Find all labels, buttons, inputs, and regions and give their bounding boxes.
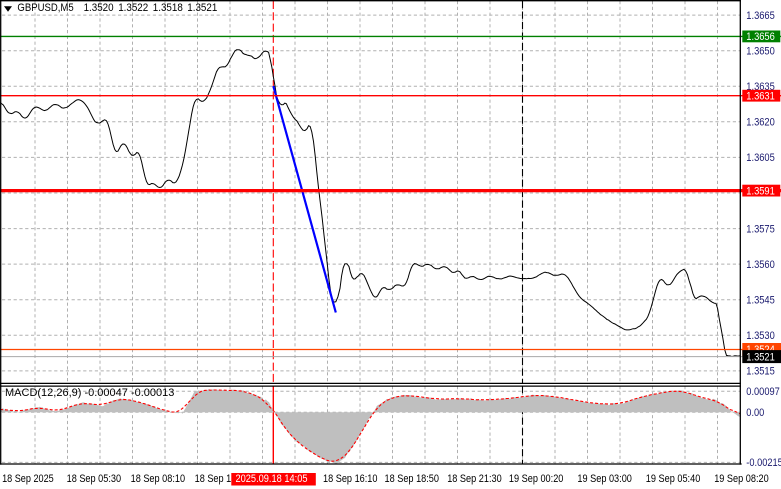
svg-text:1.3518: 1.3518 — [153, 2, 183, 14]
svg-text:18 Sep 2025: 18 Sep 2025 — [2, 473, 54, 485]
svg-text:1.3665: 1.3665 — [746, 10, 775, 22]
svg-text:1.3530: 1.3530 — [746, 330, 775, 342]
svg-text:1.3620: 1.3620 — [746, 117, 775, 129]
svg-text:19 Sep 05:40: 19 Sep 05:40 — [646, 473, 701, 485]
svg-text:1.3605: 1.3605 — [746, 152, 775, 164]
svg-text:18 Sep 16:10: 18 Sep 16:10 — [323, 473, 378, 485]
svg-text:19 Sep 03:00: 19 Sep 03:00 — [577, 473, 632, 485]
svg-text:18 Sep 08:10: 18 Sep 08:10 — [131, 473, 186, 485]
svg-text:19 Sep 08:20: 19 Sep 08:20 — [714, 473, 769, 485]
svg-text:MACD(12,26,9) -0.00047 -0.0001: MACD(12,26,9) -0.00047 -0.00013 — [5, 387, 174, 399]
svg-text:1.3520: 1.3520 — [84, 2, 114, 14]
svg-text:1.3522: 1.3522 — [118, 2, 148, 14]
svg-text:18 Sep 18:50: 18 Sep 18:50 — [385, 473, 440, 485]
svg-text:0.00: 0.00 — [746, 407, 764, 419]
svg-text:1.3591: 1.3591 — [746, 185, 775, 197]
svg-text:1.3521: 1.3521 — [746, 351, 775, 363]
svg-text:2025.09.18 14:05: 2025.09.18 14:05 — [236, 473, 308, 485]
svg-text:18 Sep 05:30: 18 Sep 05:30 — [67, 473, 122, 485]
svg-text:0.00097: 0.00097 — [746, 386, 780, 398]
svg-text:1.3631: 1.3631 — [746, 90, 775, 102]
svg-text:GBPUSD,M5: GBPUSD,M5 — [17, 2, 73, 14]
svg-text:1.3521: 1.3521 — [187, 2, 217, 14]
svg-text:1.3515: 1.3515 — [746, 366, 775, 378]
svg-text:1.3545: 1.3545 — [746, 294, 775, 306]
svg-text:1.3560: 1.3560 — [746, 259, 775, 271]
svg-text:1.3650: 1.3650 — [746, 45, 775, 57]
svg-text:1.3656: 1.3656 — [746, 31, 775, 43]
svg-text:1.3575: 1.3575 — [746, 223, 775, 235]
svg-text:-0.00215: -0.00215 — [746, 457, 781, 469]
svg-text:19 Sep 00:20: 19 Sep 00:20 — [509, 473, 564, 485]
svg-text:18 Sep 21:30: 18 Sep 21:30 — [447, 473, 502, 485]
